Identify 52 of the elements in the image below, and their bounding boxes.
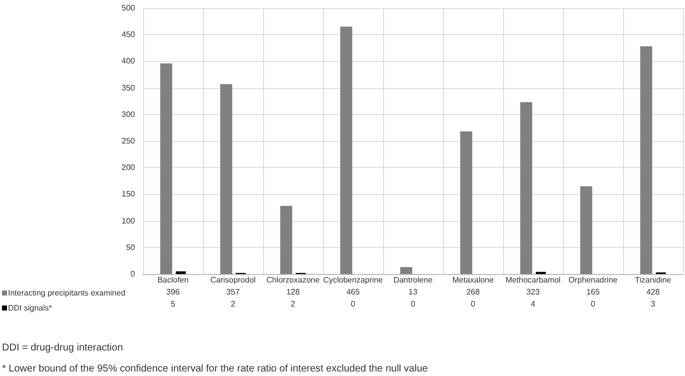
bar (580, 186, 592, 274)
data-label: 323 (526, 288, 540, 296)
y-tick-label: 350 (122, 83, 136, 92)
data-label: 396 (166, 288, 180, 296)
data-label: 3 (650, 300, 656, 308)
y-tick-label: 450 (122, 30, 136, 40)
x-tick-label: Carisoprodol (210, 276, 256, 284)
y-tick-label: 0 (130, 270, 136, 278)
y-tick-label: 400 (122, 56, 136, 66)
text: * Lower bound of the 95% confidence interval for the rate ratio of interest excluded the null value (2, 364, 428, 374)
bar (460, 131, 472, 274)
data-label: 268 (466, 288, 480, 296)
y-tick-label: 150 (122, 190, 136, 199)
text: DDI = drug-drug interaction (2, 342, 123, 354)
x-tick-label: Metaxalone (452, 276, 494, 284)
data-label: 428 (646, 288, 660, 296)
x-tick-label: Methocarbamol (505, 276, 561, 284)
x-tick-label: Cyclobenzaprine (323, 276, 384, 284)
y-tick-label: 200 (122, 163, 136, 172)
x-tick-label: Baclofen (157, 276, 189, 284)
data-label: 357 (226, 288, 240, 296)
data-label: 0 (470, 300, 476, 308)
data-label: 165 (586, 288, 600, 296)
x-tick-label: Chlorzoxazone (266, 276, 320, 284)
x-tick-label: Orphenadrine (568, 276, 618, 284)
bar (340, 26, 352, 274)
bar (280, 206, 292, 274)
bar (520, 102, 532, 274)
y-tick-label: 250 (122, 136, 136, 146)
legend-label: Interacting precipitants examined (8, 288, 126, 298)
data-label: 0 (590, 300, 596, 308)
bar (640, 46, 652, 274)
data-label: 4 (530, 300, 536, 308)
data-label: 0 (410, 300, 416, 308)
data-label: 128 (286, 288, 300, 296)
x-tick-label: Tizanidine (634, 276, 672, 284)
data-label: 465 (346, 288, 360, 296)
y-tick-label: 500 (122, 4, 136, 12)
x-tick-label: Dantrolene (393, 276, 434, 284)
y-tick-label: 300 (122, 110, 136, 119)
bar (400, 267, 412, 274)
data-label: 2 (290, 300, 296, 308)
data-label: 5 (170, 300, 176, 308)
bar (176, 271, 186, 274)
bar (160, 63, 172, 274)
bar (220, 84, 232, 274)
y-tick-label: 100 (122, 216, 136, 226)
data-label: 2 (230, 300, 236, 308)
data-label: 0 (350, 300, 356, 308)
legend-label: DDI signals* (8, 304, 52, 312)
y-tick-label: 50 (126, 242, 136, 252)
data-label: 13 (408, 288, 418, 296)
